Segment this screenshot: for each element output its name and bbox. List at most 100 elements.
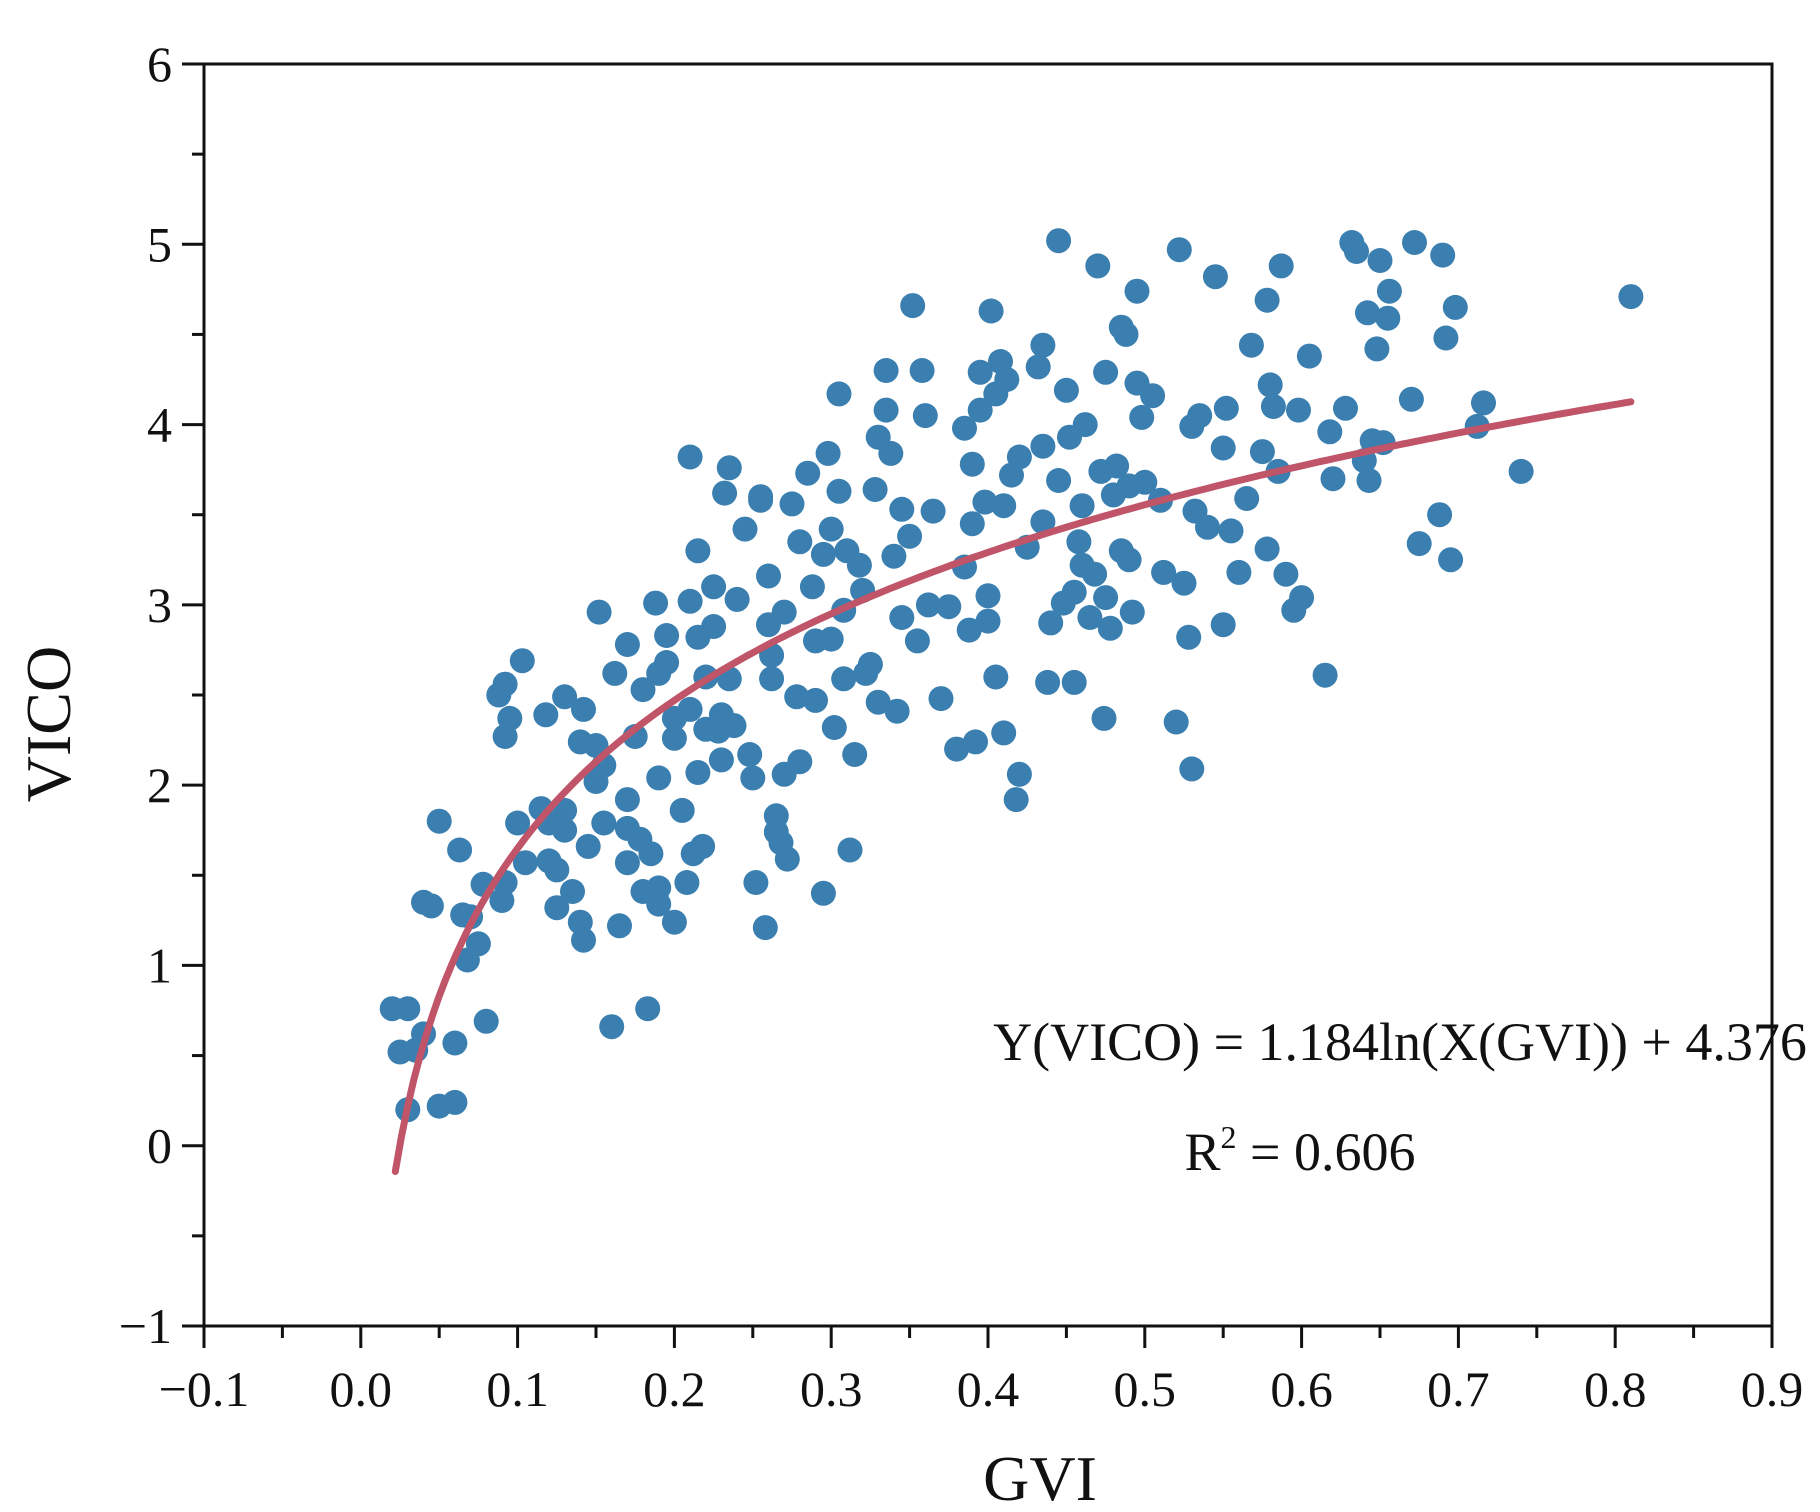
data-point [685, 538, 711, 564]
data-point [1398, 386, 1424, 412]
data-point [959, 511, 985, 537]
data-point [1006, 444, 1032, 470]
data-point [669, 797, 695, 823]
data-point [492, 671, 518, 697]
data-point [1038, 610, 1064, 636]
data-point [1140, 383, 1166, 409]
data-point [1296, 343, 1322, 369]
data-point [1210, 435, 1236, 461]
data-point [602, 660, 628, 686]
data-point [552, 684, 578, 710]
x-tick-label: 0.3 [800, 1361, 863, 1417]
data-point [643, 590, 669, 616]
data-point [740, 765, 766, 791]
log-fit-curve [391, 398, 1635, 1175]
data-point [884, 698, 910, 724]
data-point [1355, 300, 1380, 326]
data-point [889, 605, 915, 630]
data-point [1286, 397, 1311, 423]
data-point [591, 810, 617, 836]
data-point [614, 787, 640, 813]
data-point [1268, 253, 1294, 279]
data-point [1069, 493, 1095, 519]
y-tick-label: 3 [147, 577, 172, 633]
data-point [865, 689, 891, 715]
data-point [599, 1014, 625, 1040]
y-tick-label: 2 [147, 757, 172, 813]
data-point [1006, 761, 1032, 787]
data-point [1093, 359, 1119, 385]
data-point [630, 677, 656, 703]
data-point [1129, 404, 1155, 430]
data-point [552, 797, 578, 823]
data-point [818, 626, 844, 652]
data-point [1226, 559, 1252, 585]
data-point [978, 298, 1004, 324]
data-point [771, 599, 797, 625]
data-point [1234, 486, 1260, 511]
data-point [873, 358, 899, 383]
data-point [1364, 336, 1390, 362]
data-point [701, 574, 727, 600]
data-point [661, 909, 687, 935]
data-point [959, 451, 985, 477]
data-point [1438, 547, 1464, 573]
data-point [701, 614, 727, 639]
data-point [544, 895, 570, 921]
data-point [721, 713, 747, 739]
data-point [1061, 669, 1087, 695]
data-point [904, 628, 930, 654]
data-point [492, 724, 518, 749]
data-point [842, 742, 868, 767]
data-point [509, 648, 535, 674]
data-point [881, 543, 907, 569]
r-squared: R2 = 0.606 [1185, 1119, 1416, 1182]
data-point [1344, 239, 1369, 264]
x-tick-label: 0.7 [1427, 1361, 1490, 1417]
data-point [759, 666, 785, 692]
data-point [1053, 377, 1079, 403]
data-point [571, 696, 596, 722]
data-point [1030, 433, 1056, 459]
data-point [1072, 412, 1098, 438]
data-point [831, 666, 857, 692]
data-point [1046, 468, 1072, 493]
data-point [571, 927, 596, 953]
data-point [677, 696, 703, 722]
data-point [654, 623, 680, 648]
data-point [1091, 705, 1117, 731]
data-point [743, 870, 769, 895]
data-point [878, 440, 904, 466]
data-point [952, 415, 977, 441]
data-point [889, 496, 915, 522]
data-point [1508, 458, 1534, 484]
data-point [1249, 439, 1275, 465]
data-point [1176, 624, 1202, 650]
x-tick-label: −0.1 [159, 1361, 250, 1417]
data-point [1433, 325, 1459, 351]
data-point [873, 397, 899, 423]
data-point [826, 478, 852, 504]
data-point [803, 687, 828, 713]
data-point [748, 487, 774, 513]
data-point [1430, 242, 1456, 268]
data-point [635, 996, 661, 1022]
data-point [447, 837, 473, 863]
data-point [1367, 248, 1393, 273]
data-point [544, 857, 570, 883]
data-point [1171, 570, 1197, 596]
y-tick-label: 5 [147, 216, 172, 272]
data-point [1030, 332, 1056, 358]
fit-equation: Y(VICO) = 1.184ln(X(GVI)) + 4.376 [993, 1012, 1807, 1072]
data-point [956, 617, 982, 643]
data-point [1030, 509, 1056, 535]
data-point [1333, 395, 1358, 421]
data-point [915, 592, 941, 618]
data-point [1151, 559, 1177, 585]
data-point [787, 749, 813, 775]
x-tick-label: 0.5 [1114, 1361, 1177, 1417]
data-point [661, 725, 687, 751]
data-point [1187, 403, 1213, 429]
data-point [1406, 531, 1432, 557]
x-tick-label: 0.2 [643, 1361, 706, 1417]
